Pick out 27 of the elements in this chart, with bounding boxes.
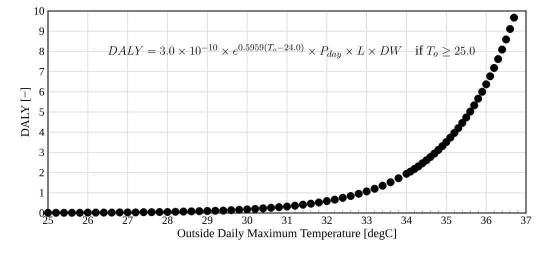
x-tick-label: 31	[282, 216, 292, 224]
y-tick-label: 1	[40, 189, 44, 196]
x-tick-label: 26	[82, 216, 94, 224]
y-tick-label: 0	[39, 209, 44, 217]
y-tick-label: 4	[39, 128, 44, 136]
annotation: $DALY = 3.0\times 10^{-10}\times e^{0.5959(T_o-24.0)}\times P_{day}\times L\times DW\quad \mathrm{if}\ T_o\geq 25.0$	[108, 44, 475, 59]
x-tick-label: 25	[42, 216, 54, 224]
y-tick-label: 6	[39, 88, 44, 96]
y-axis-title: DALY [−]	[20, 88, 31, 137]
x-tick-label: 32	[322, 216, 332, 224]
y-tick-label: 2	[39, 168, 44, 176]
x-axis-title: Outside Daily Maximum Temperature [degC]	[178, 228, 396, 240]
x-tick-label: 27	[122, 216, 133, 224]
x-tick-label: 33	[362, 216, 372, 224]
y-tick-label: 9	[39, 28, 44, 35]
x-tick-label: 36	[481, 216, 492, 224]
x-tick-label: 34	[402, 216, 412, 224]
y-tick-label: 3	[40, 148, 44, 156]
x-tick-label: 30	[242, 216, 252, 224]
x-tick-label: 35	[441, 216, 452, 224]
y-tick-label: 5	[40, 108, 44, 116]
y-tick-label: 7	[40, 68, 44, 76]
x-tick-label: 28	[162, 216, 173, 224]
x-tick-label: 37	[521, 216, 532, 224]
x-tick-label: 29	[202, 216, 212, 224]
y-tick-label: 8	[39, 48, 44, 56]
y-tick-label: 10	[34, 7, 44, 15]
